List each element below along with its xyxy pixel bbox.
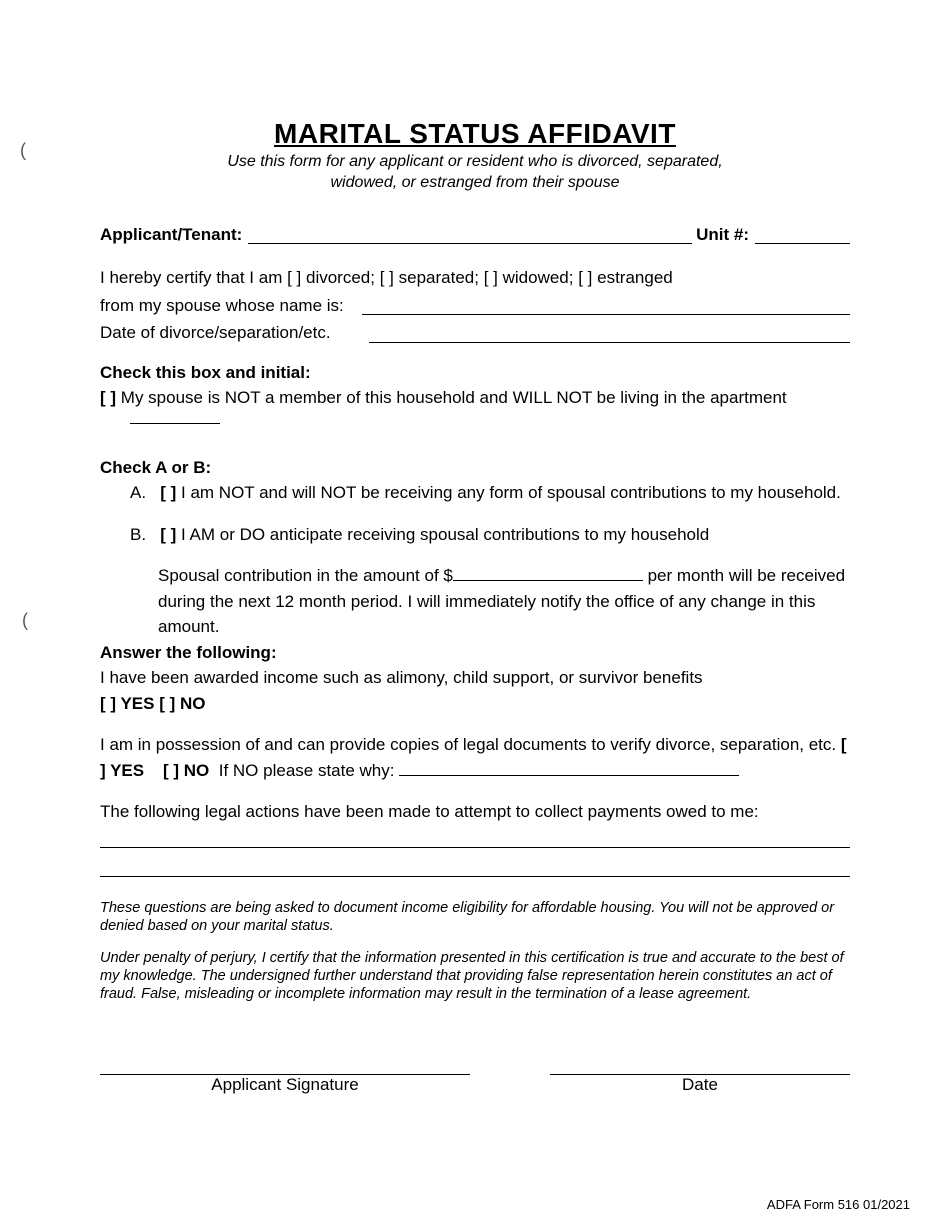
status-separated: separated; — [399, 268, 479, 287]
unit-label: Unit #: — [696, 222, 749, 248]
disclaimer-1: These questions are being asked to docum… — [100, 899, 850, 935]
unit-input-line[interactable] — [755, 243, 850, 244]
section3-q2: I am in possession of and can provide co… — [100, 735, 836, 754]
q3-line-1[interactable] — [100, 847, 850, 848]
status-divorced: divorced; — [306, 268, 375, 287]
option-b-detail: Spousal contribution in the amount of $ … — [100, 563, 850, 640]
q2-reason-input-line[interactable] — [399, 775, 739, 776]
scan-artifact-top: ( — [20, 140, 26, 161]
section3-q2-ifno: If NO please state why: — [219, 761, 395, 780]
section3-q1: I have been awarded income such as alimo… — [100, 665, 850, 691]
section1-initial-line[interactable] — [130, 423, 220, 424]
signature-label: Applicant Signature — [100, 1075, 470, 1095]
date-separation-input-line[interactable] — [369, 342, 850, 343]
status-widowed: widowed; — [503, 268, 574, 287]
date-separation-label: Date of divorce/separation/etc. — [100, 320, 331, 346]
option-b-text: I AM or DO anticipate receiving spousal … — [181, 525, 709, 544]
section3-q2-no[interactable]: [ ] NO — [163, 761, 209, 780]
spouse-name-label: from my spouse whose name is: — [100, 293, 344, 319]
date-row: Date of divorce/separation/etc. — [100, 320, 850, 346]
applicant-label: Applicant/Tenant: — [100, 222, 242, 248]
certify-prefix: I hereby certify that I am — [100, 268, 282, 287]
disclaimer-2: Under penalty of perjury, I certify that… — [100, 949, 850, 1003]
section1-body: [ ] My spouse is NOT a member of this ho… — [100, 385, 850, 411]
applicant-row: Applicant/Tenant: Unit #: — [100, 222, 850, 248]
date-label: Date — [550, 1075, 850, 1095]
option-a-row: A. [ ] I am NOT and will NOT be receivin… — [100, 480, 850, 506]
q3-line-2[interactable] — [100, 876, 850, 877]
section1-text: My spouse is NOT a member of this househ… — [121, 388, 787, 407]
option-a-checkbox[interactable]: [ ] — [160, 483, 176, 502]
signature-row: Applicant Signature Date — [100, 1073, 850, 1095]
option-a-text: I am NOT and will NOT be receiving any f… — [181, 483, 841, 502]
section3-q1-yesno[interactable]: [ ] YES [ ] NO — [100, 691, 850, 717]
signature-block: Applicant Signature — [100, 1073, 470, 1095]
option-b-checkbox[interactable]: [ ] — [160, 525, 176, 544]
checkbox-estranged[interactable]: [ ] — [578, 268, 592, 287]
status-estranged: estranged — [597, 268, 673, 287]
subtitle-line-1: Use this form for any applicant or resid… — [227, 153, 722, 170]
section1-checkbox[interactable]: [ ] — [100, 388, 116, 407]
section3-q3: The following legal actions have been ma… — [100, 799, 850, 825]
b-detail-prefix: Spousal contribution in the amount of $ — [158, 566, 453, 585]
page: ( ( MARITAL STATUS AFFIDAVIT Use this fo… — [0, 0, 950, 1230]
checkbox-widowed[interactable]: [ ] — [484, 268, 498, 287]
form-subtitle: Use this form for any applicant or resid… — [100, 152, 850, 194]
date-block: Date — [550, 1073, 850, 1095]
section2-heading: Check A or B: — [100, 455, 850, 481]
spouse-name-row: from my spouse whose name is: — [100, 293, 850, 319]
certify-row: I hereby certify that I am [ ] divorced;… — [100, 265, 850, 291]
checkbox-separated[interactable]: [ ] — [380, 268, 394, 287]
form-footer: ADFA Form 516 01/2021 — [767, 1197, 910, 1212]
section3-heading: Answer the following: — [100, 640, 850, 666]
subtitle-line-2: widowed, or estranged from their spouse — [330, 174, 619, 191]
spouse-name-input-line[interactable] — [362, 314, 850, 315]
section3-q2-row: I am in possession of and can provide co… — [100, 732, 850, 783]
scan-artifact-mid: ( — [22, 610, 28, 631]
form-title: MARITAL STATUS AFFIDAVIT — [100, 118, 850, 150]
option-b-row: B. [ ] I AM or DO anticipate receiving s… — [100, 522, 850, 548]
checkbox-divorced[interactable]: [ ] — [287, 268, 301, 287]
applicant-input-line[interactable] — [248, 243, 692, 244]
spousal-amount-input-line[interactable] — [453, 580, 643, 581]
section1-heading: Check this box and initial: — [100, 360, 850, 386]
